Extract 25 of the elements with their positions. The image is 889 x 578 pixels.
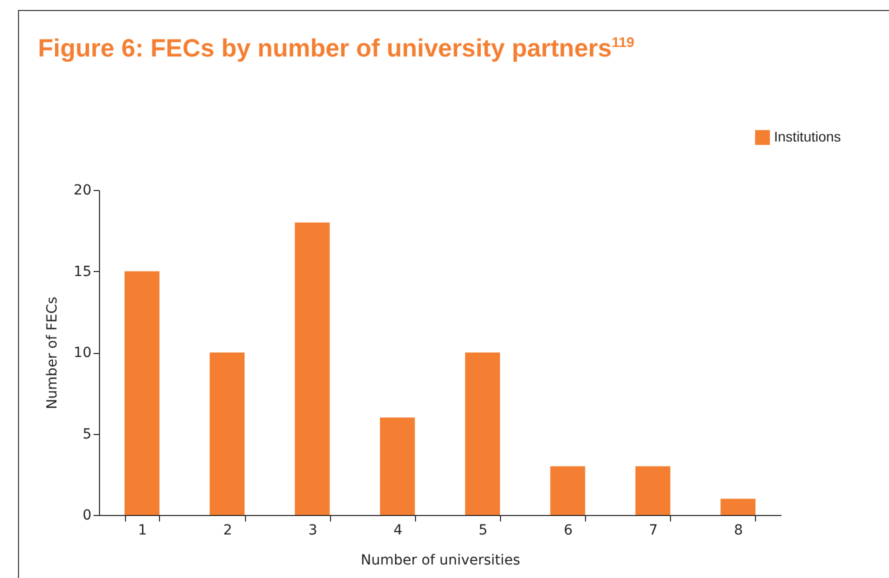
x-tick-label: 6 (564, 522, 573, 538)
y-axis-title: Number of FECs (44, 296, 61, 410)
y-tick-label: 5 (82, 426, 92, 442)
x-tick-label: 4 (393, 522, 402, 538)
bar (720, 498, 756, 515)
legend-label: Institutions (774, 128, 841, 144)
y-tick-label: 15 (74, 264, 92, 280)
x-tick-label: 3 (308, 522, 318, 538)
bar (380, 418, 415, 515)
y-tick-label: 10 (74, 345, 92, 361)
bar (210, 352, 245, 515)
bar (124, 271, 160, 515)
chart-title: Figure 6: FECs by number of university partners$^{119}$ (38, 34, 634, 64)
x-tick-label: 1 (138, 522, 147, 538)
bar (635, 466, 670, 515)
x-axis-title: Number of universities (360, 552, 520, 568)
bar (550, 466, 586, 515)
x-tick-label: 7 (648, 522, 658, 538)
x-tick-label: 8 (734, 522, 743, 538)
x-tick-label: 2 (223, 522, 232, 538)
y-tick-label: 0 (82, 508, 92, 524)
bar (294, 222, 330, 515)
bar (465, 352, 500, 515)
y-tick-label: 20 (74, 182, 92, 198)
x-tick-label: 5 (478, 522, 488, 538)
